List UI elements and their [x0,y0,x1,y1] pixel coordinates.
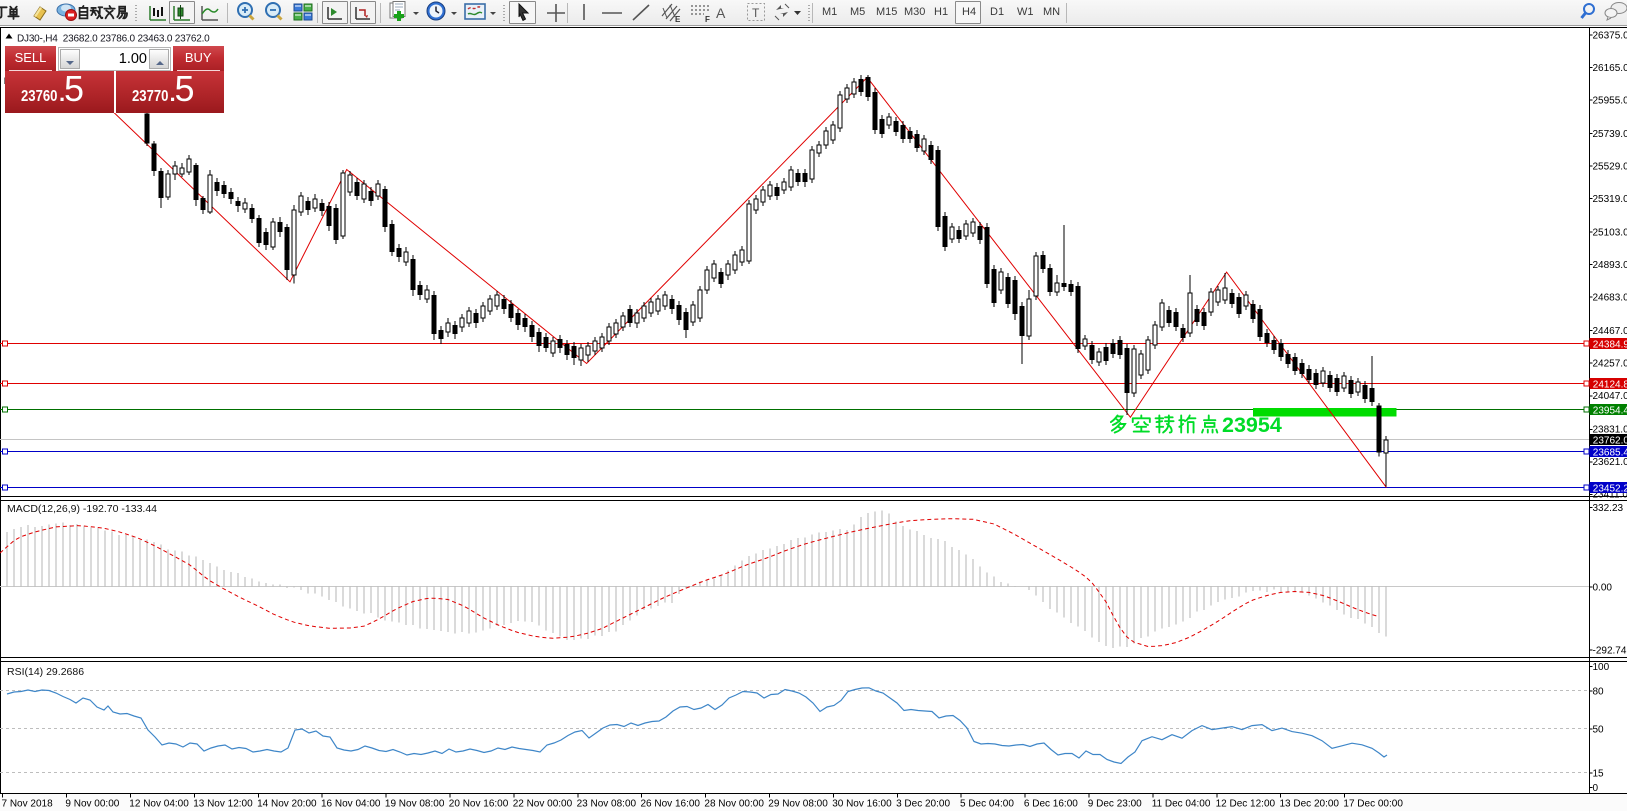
svg-text:6 Dec 16:00: 6 Dec 16:00 [1024,799,1078,810]
svg-text:23762.0: 23762.0 [1593,435,1627,446]
svg-text:5 Dec 04:00: 5 Dec 04:00 [960,799,1014,810]
svg-text:22 Nov 00:00: 22 Nov 00:00 [513,799,573,810]
svg-text:100: 100 [1593,662,1610,673]
svg-text:29 Nov 08:00: 29 Nov 08:00 [768,799,828,810]
svg-text:13 Dec 20:00: 13 Dec 20:00 [1280,799,1340,810]
svg-text:332.23: 332.23 [1593,503,1624,514]
svg-text:11 Dec 04:00: 11 Dec 04:00 [1152,799,1211,810]
svg-text:25103.0: 25103.0 [1593,227,1627,238]
svg-text:26 Nov 16:00: 26 Nov 16:00 [641,799,701,810]
svg-text:0.00: 0.00 [1593,582,1613,593]
svg-text:9 Nov 00:00: 9 Nov 00:00 [65,799,119,810]
svg-text:23411.0: 23411.0 [1593,490,1627,501]
svg-text:25529.0: 25529.0 [1593,161,1627,172]
svg-text:50: 50 [1593,724,1605,735]
svg-text:20 Nov 16:00: 20 Nov 16:00 [449,799,509,810]
svg-text:28 Nov 00:00: 28 Nov 00:00 [704,799,764,810]
svg-text:24047.0: 24047.0 [1593,391,1627,402]
svg-text:0: 0 [1593,783,1599,794]
svg-text:26375.0: 26375.0 [1593,30,1627,41]
svg-text:MACD(12,26,9) -192.70 -133.44: MACD(12,26,9) -192.70 -133.44 [7,503,157,515]
svg-text:15: 15 [1593,768,1605,779]
svg-text:30 Nov 16:00: 30 Nov 16:00 [832,799,892,810]
svg-text:RSI(14) 29.2686: RSI(14) 29.2686 [7,666,84,678]
svg-text:12 Nov 04:00: 12 Nov 04:00 [129,799,189,810]
svg-text:9 Dec 23:00: 9 Dec 23:00 [1088,799,1142,810]
svg-text:80: 80 [1593,686,1605,697]
svg-text:-292.74: -292.74 [1593,645,1627,656]
svg-text:16 Nov 04:00: 16 Nov 04:00 [321,799,381,810]
svg-text:23831.0: 23831.0 [1593,425,1627,436]
svg-text:F: F [705,15,710,24]
svg-text:14 Nov 20:00: 14 Nov 20:00 [257,799,317,810]
svg-text:13 Nov 12:00: 13 Nov 12:00 [193,799,253,810]
svg-text:7 Nov 2018: 7 Nov 2018 [2,799,54,810]
svg-text:23954: 23954 [1222,413,1282,437]
svg-text:25319.0: 25319.0 [1593,194,1627,205]
svg-text:23685.4: 23685.4 [1593,447,1627,458]
svg-text:19 Nov 08:00: 19 Nov 08:00 [385,799,445,810]
svg-text:26165.0: 26165.0 [1593,63,1627,74]
svg-text:23621.0: 23621.0 [1593,457,1627,468]
svg-text:23452.2: 23452.2 [1593,483,1627,494]
svg-text:25955.0: 25955.0 [1593,95,1627,106]
svg-text:17 Dec 00:00: 17 Dec 00:00 [1343,799,1403,810]
svg-text:24893.0: 24893.0 [1593,260,1627,271]
svg-text:24257.0: 24257.0 [1593,359,1627,370]
svg-text:DJ30-,H4 23682.0 23786.0 2346: DJ30-,H4 23682.0 23786.0 23463.0 23762.0 [17,34,210,45]
svg-text:24683.0: 24683.0 [1593,293,1627,304]
svg-text:23 Nov 08:00: 23 Nov 08:00 [577,799,637,810]
svg-text:12 Dec 12:00: 12 Dec 12:00 [1216,799,1276,810]
svg-text:24384.9: 24384.9 [1593,339,1627,350]
svg-text:E: E [675,15,681,24]
svg-text:T: T [752,6,760,20]
svg-text:23954.4: 23954.4 [1593,405,1627,416]
svg-text:24467.0: 24467.0 [1593,326,1627,337]
svg-text:24124.8: 24124.8 [1593,379,1627,390]
svg-text:25739.0: 25739.0 [1593,129,1627,140]
svg-text:3 Dec 20:00: 3 Dec 20:00 [896,799,950,810]
